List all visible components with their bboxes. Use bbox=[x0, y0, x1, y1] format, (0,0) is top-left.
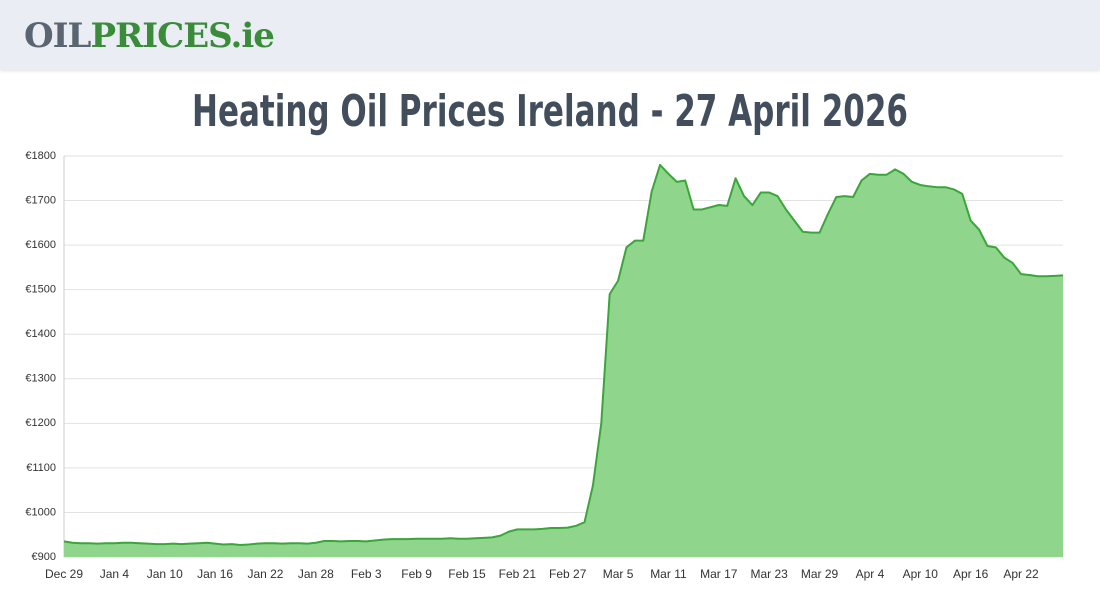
y-tick-label: €1300 bbox=[25, 373, 56, 385]
header: OILPRICES.ie bbox=[0, 0, 1100, 70]
chart-title: Heating Oil Prices Ireland - 27 April 20… bbox=[192, 86, 908, 137]
y-tick-label: €1100 bbox=[26, 462, 56, 474]
x-tick-label: Jan 22 bbox=[247, 567, 283, 581]
x-tick-label: Apr 10 bbox=[903, 567, 939, 581]
x-tick-label: Feb 15 bbox=[448, 567, 486, 581]
x-tick-label: Mar 5 bbox=[603, 567, 634, 581]
y-tick-label: €1000 bbox=[25, 506, 56, 518]
x-tick-label: Mar 29 bbox=[801, 567, 839, 581]
y-tick-label: €900 bbox=[32, 551, 56, 563]
y-tick-label: €1800 bbox=[25, 150, 56, 162]
x-tick-label: Mar 17 bbox=[700, 567, 738, 581]
y-tick-label: €1400 bbox=[25, 328, 56, 340]
y-tick-label: €1500 bbox=[25, 284, 56, 296]
x-tick-label: Jan 16 bbox=[197, 567, 233, 581]
x-tick-label: Mar 23 bbox=[750, 567, 788, 581]
logo[interactable]: OILPRICES.ie bbox=[24, 16, 275, 56]
x-tick-label: Apr 4 bbox=[856, 567, 885, 581]
y-tick-label: €1600 bbox=[25, 239, 56, 251]
x-tick-label: Feb 27 bbox=[549, 567, 587, 581]
logo-part: PRICES.ie bbox=[90, 16, 274, 56]
x-tick-label: Jan 10 bbox=[147, 567, 183, 581]
x-tick-label: Jan 4 bbox=[100, 567, 130, 581]
y-tick-label: €1700 bbox=[25, 194, 56, 206]
x-tick-label: Feb 21 bbox=[499, 567, 537, 581]
x-tick-label: Feb 3 bbox=[351, 567, 382, 581]
price-line bbox=[63, 163, 1064, 546]
logo-part: OIL bbox=[24, 16, 91, 56]
y-tick-label: €1200 bbox=[25, 417, 56, 429]
x-tick-label: Dec 29 bbox=[45, 567, 83, 581]
x-tick-label: Jan 28 bbox=[298, 567, 334, 581]
x-tick-label: Mar 11 bbox=[650, 567, 687, 581]
x-tick-label: Apr 16 bbox=[953, 567, 989, 581]
x-tick-label: Apr 22 bbox=[1003, 567, 1039, 581]
x-tick-label: Feb 9 bbox=[401, 567, 432, 581]
area-fill bbox=[64, 164, 1063, 557]
